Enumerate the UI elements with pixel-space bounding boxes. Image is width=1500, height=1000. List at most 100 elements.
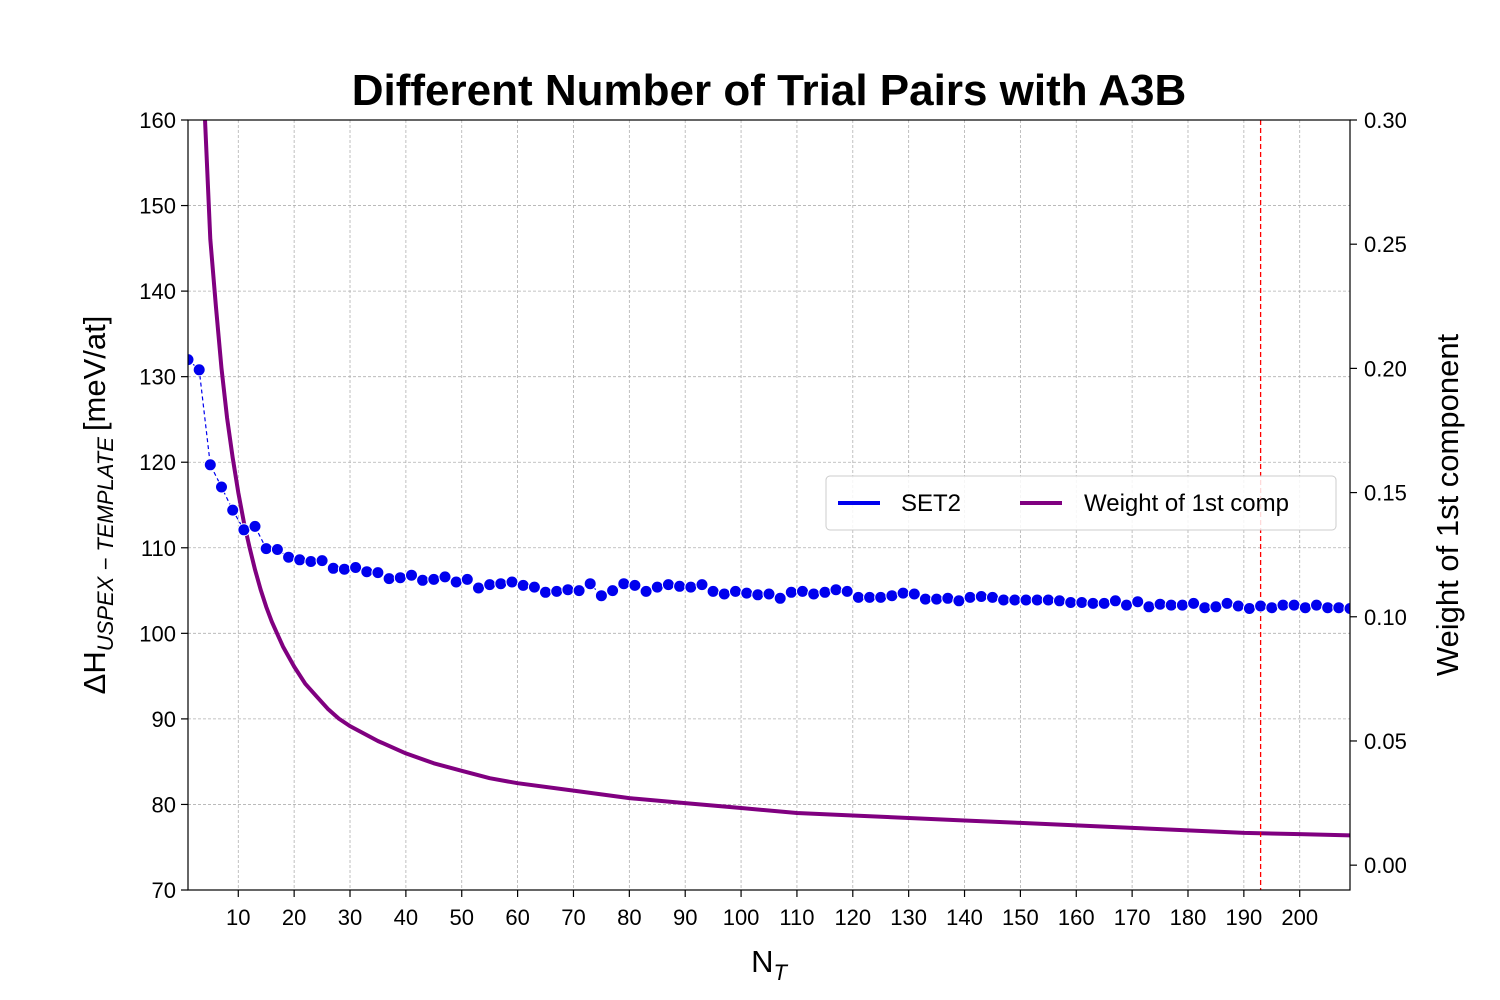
set2-point [762,587,776,601]
set2-point [583,577,597,591]
x-tick-label: 80 [617,905,641,930]
set2-point [1287,598,1301,612]
y-tick-label: 100 [139,621,176,646]
y2-tick-label: 0.05 [1364,729,1407,754]
set2-point [1321,601,1335,615]
set2-point [505,575,519,589]
set2-point [1142,600,1156,614]
set2-point [405,568,418,582]
legend-frame [825,475,1337,531]
y2-tick-label: 0.10 [1364,605,1407,630]
set2-point [494,577,508,591]
set2-point [963,590,977,604]
set2-point [1175,598,1189,612]
set2-point [416,573,430,587]
set2-point [661,578,675,592]
set2-point [326,561,340,575]
set2-point [203,458,217,472]
set2-point [427,572,441,586]
set2-point [304,555,318,568]
set2-point [773,591,787,605]
set2-point [606,584,620,598]
set2-point [1053,594,1066,608]
x-tick-label: 190 [1225,905,1262,930]
set2-point [941,591,955,605]
set2-point [438,570,452,584]
set2-point [337,562,351,576]
set2-point [1187,596,1201,610]
legend-label-weight: Weight of 1st comp [1084,490,1289,517]
set2-point [259,542,273,556]
x-tick-label: 40 [394,905,418,930]
set2-point [360,565,374,579]
y-tick-label: 130 [139,365,176,390]
set2-point [617,577,631,591]
x-axis-label: NT [751,944,788,985]
set2-point [1120,598,1133,612]
set2-point [1198,601,1212,615]
series-weight [203,120,1350,838]
y-axis-label: ΔHUSPEX − TEMPLATE[meV/at] [77,316,118,695]
y-tick-label: 120 [139,450,176,475]
set2-point [874,590,888,604]
x-tick-label: 180 [1170,905,1207,930]
set2-point [706,584,720,598]
set2-point [248,519,262,533]
set2-point [1231,599,1245,613]
set2-point [885,589,899,603]
x-tick-label: 20 [282,905,306,930]
y-tick-label: 160 [139,108,176,133]
set2-point [1030,593,1044,607]
y-tick-label: 70 [152,878,176,903]
set2-point [293,553,307,567]
y2-tick-label: 0.20 [1364,356,1407,381]
set2-point [1064,596,1078,609]
set2-point [539,585,552,599]
set2-point [1019,593,1033,607]
set2-point [784,585,798,599]
set2-point [695,578,709,592]
y-tick-label: 150 [139,194,176,219]
x-tick-label: 110 [779,905,814,930]
set2-point [527,580,541,594]
y-axis-right: 0.00 0.05 0.10 0.15 0.20 0.25 0.30 [1350,108,1407,878]
set2-point [1265,601,1279,615]
set2-point [818,585,832,599]
x-tick-label: 120 [834,905,871,930]
set2-point [349,561,363,574]
set2-point [851,590,865,604]
set2-point [371,566,385,580]
set2-point [472,581,485,595]
set2-point [1242,602,1256,615]
set2-point [192,363,206,377]
set2-point [896,586,910,600]
set2-point [740,586,754,600]
x-tick-label: 130 [890,905,927,930]
set2-point [1209,600,1223,614]
x-axis: 10 20 30 40 50 60 70 80 90 100 110 120 130 140 150 160 1… [226,890,1318,930]
set2-point [282,550,296,564]
set2-point [684,580,698,594]
set2-point [1220,596,1234,610]
y-tick-label: 90 [152,707,176,732]
y-tick-label: 110 [141,536,176,561]
set2-point [460,572,474,586]
set2-point [974,590,988,603]
set2-point [1164,598,1178,612]
y2-axis-label: Weight of 1st component [1430,333,1465,676]
set2-point [918,592,932,606]
set2-point [237,523,251,537]
x-tick-label: 140 [946,905,983,930]
set2-point [639,584,653,598]
set2-point [1131,595,1145,609]
y2-tick-label: 0.30 [1364,108,1407,133]
set2-point [315,554,329,568]
set2-point [550,584,564,598]
x-tick-label: 90 [673,905,697,930]
x-tick-label: 160 [1058,905,1095,930]
set2-point [1008,593,1022,607]
x-tick-label: 30 [338,905,362,930]
set2-point [382,572,396,586]
set2-point [829,583,843,597]
